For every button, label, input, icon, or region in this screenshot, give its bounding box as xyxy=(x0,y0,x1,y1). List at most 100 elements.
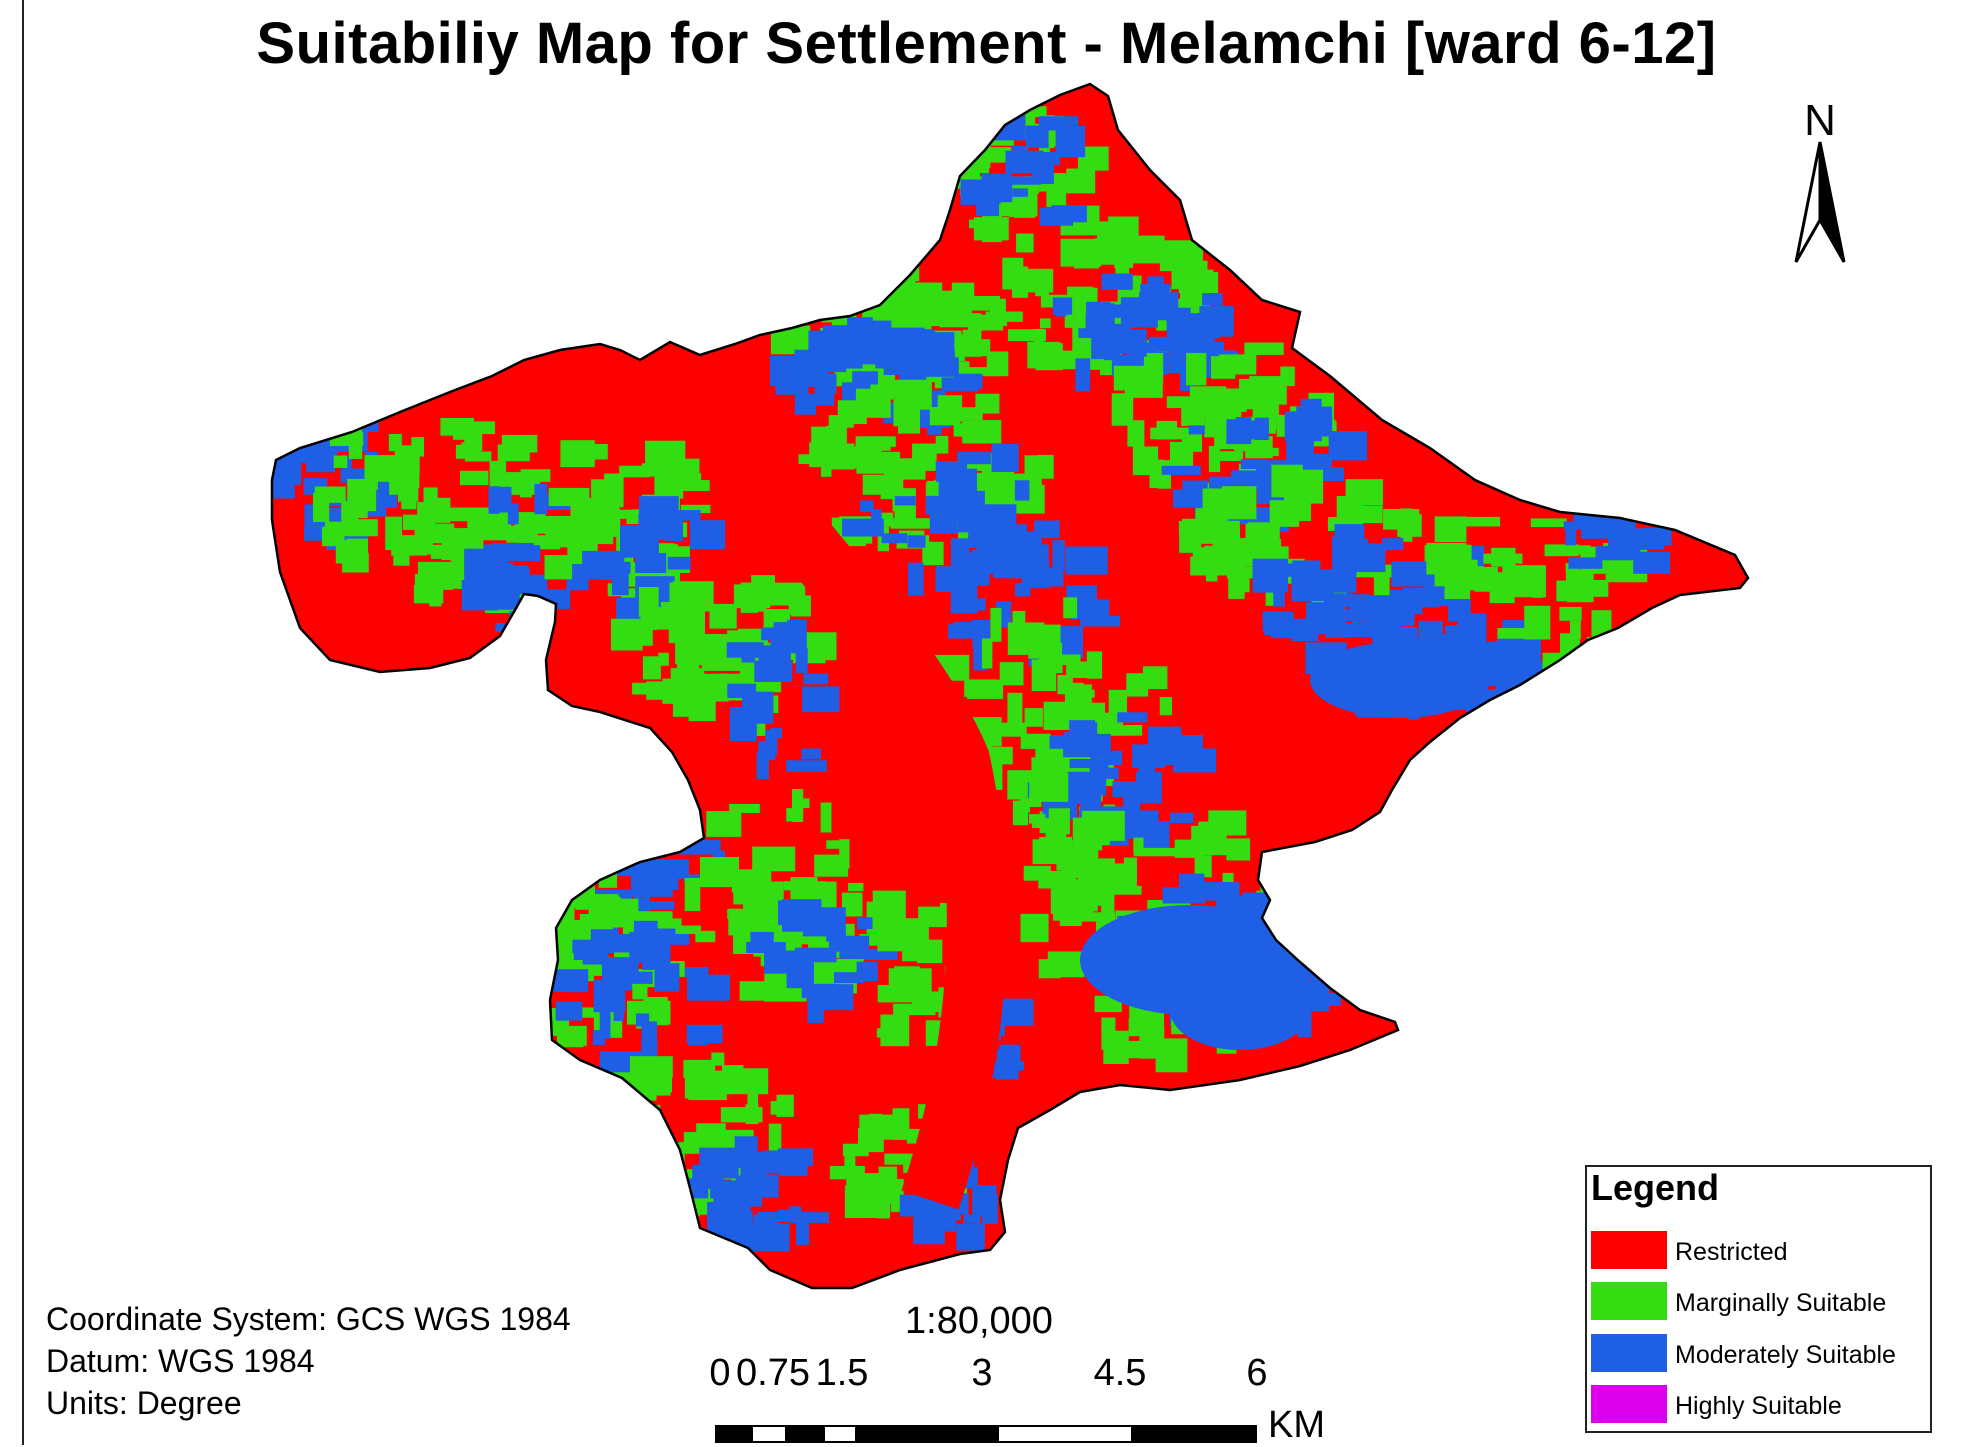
marginally-suitable-patch xyxy=(1031,659,1057,691)
moderately-suitable-patch xyxy=(1135,771,1162,804)
moderately-suitable-patch xyxy=(1262,611,1293,631)
moderately-suitable-patch xyxy=(1065,546,1108,575)
moderately-suitable-patch xyxy=(646,859,689,879)
marginally-suitable-patch xyxy=(460,470,489,486)
marginally-suitable-patch xyxy=(1066,661,1088,678)
moderately-suitable-patch xyxy=(803,673,829,685)
moderately-suitable-patch xyxy=(1157,746,1196,765)
marginally-suitable-patch xyxy=(660,1147,679,1175)
marginally-suitable-patch xyxy=(894,966,920,989)
moderately-suitable-patch xyxy=(899,1194,933,1217)
moderately-suitable-patch xyxy=(501,545,541,561)
moderately-suitable-patch xyxy=(1103,303,1115,331)
moderately-suitable-patch xyxy=(741,649,755,663)
marginally-suitable-patch xyxy=(1132,446,1159,476)
marginally-suitable-patch xyxy=(969,313,982,345)
marginally-suitable-patch xyxy=(1497,628,1538,639)
marginally-suitable-patch xyxy=(1020,733,1051,749)
marginally-suitable-patch xyxy=(348,507,368,519)
moderately-suitable-patch xyxy=(648,816,684,840)
moderately-suitable-patch xyxy=(1162,887,1206,904)
marginally-suitable-patch xyxy=(637,1144,656,1162)
north-arrow-icon xyxy=(1794,141,1846,263)
legend-item-moderately-suitable: Moderately Suitable xyxy=(1587,1334,1930,1374)
marginally-suitable-patch xyxy=(1247,522,1275,544)
marginally-suitable-patch xyxy=(843,1143,869,1157)
marginally-suitable-patch xyxy=(890,1201,902,1212)
marginally-suitable-patch xyxy=(990,111,1010,122)
moderately-suitable-patch xyxy=(1235,417,1252,429)
marginally-suitable-patch xyxy=(1037,454,1054,479)
moderately-suitable-patch xyxy=(757,1212,779,1227)
moderately-suitable-patch xyxy=(1281,912,1306,922)
marginally-suitable-patch xyxy=(1166,396,1196,409)
legend-swatch xyxy=(1591,1282,1667,1320)
moderately-suitable-patch xyxy=(935,461,968,482)
marginally-suitable-patch xyxy=(417,561,454,590)
marginally-suitable-patch xyxy=(831,300,849,328)
moderately-suitable-patch xyxy=(1565,525,1577,546)
marginally-suitable-patch xyxy=(1202,488,1226,513)
moderately-suitable-patch xyxy=(834,972,865,984)
moderately-suitable-patch xyxy=(1188,425,1205,435)
moderately-suitable-patch xyxy=(778,1155,808,1177)
marginally-suitable-patch xyxy=(632,682,656,695)
marginally-suitable-patch xyxy=(1007,692,1023,723)
marginally-suitable-patch xyxy=(1226,838,1251,861)
marginally-suitable-patch xyxy=(747,592,767,612)
moderately-suitable-patch xyxy=(1075,358,1091,392)
marginally-suitable-patch xyxy=(884,1153,915,1165)
marginally-suitable-patch xyxy=(729,804,760,813)
marginally-suitable-patch xyxy=(798,454,842,464)
marginally-suitable-patch xyxy=(1027,341,1060,369)
marginally-suitable-patch xyxy=(423,487,438,519)
moderately-suitable-patch xyxy=(1012,146,1029,155)
marginally-suitable-patch xyxy=(930,152,956,171)
marginally-suitable-patch xyxy=(614,1130,653,1146)
moderately-suitable-patch xyxy=(764,950,808,974)
marginally-suitable-patch xyxy=(1096,921,1107,933)
marginally-suitable-patch xyxy=(1453,580,1495,591)
moderately-suitable-patch xyxy=(1168,348,1181,374)
marginally-suitable-patch xyxy=(521,927,553,944)
marginally-suitable-patch xyxy=(544,555,573,580)
marginally-suitable-patch xyxy=(321,526,343,547)
moderately-suitable-patch xyxy=(938,481,970,508)
scale-label-3: 3 xyxy=(971,1352,993,1394)
marginally-suitable-patch xyxy=(575,521,614,545)
moderately-suitable-patch xyxy=(509,611,552,623)
marginally-suitable-patch xyxy=(683,1059,716,1078)
marginally-suitable-patch xyxy=(869,451,900,467)
moderately-suitable-patch xyxy=(272,445,300,466)
marginally-suitable-patch xyxy=(957,459,994,471)
marginally-suitable-patch xyxy=(1107,725,1143,736)
marginally-suitable-patch xyxy=(1544,544,1579,557)
marginally-suitable-patch xyxy=(1057,675,1073,695)
marginally-suitable-patch xyxy=(859,934,880,946)
marginally-suitable-patch xyxy=(1316,871,1331,890)
scale-bar-segment xyxy=(823,1425,857,1443)
moderately-suitable-patch xyxy=(273,436,285,453)
moderately-suitable-patch xyxy=(1284,896,1308,921)
moderately-suitable-patch xyxy=(534,484,548,515)
legend-swatch xyxy=(1591,1385,1667,1423)
marginally-suitable-patch xyxy=(770,1101,791,1115)
marginally-suitable-patch xyxy=(1208,446,1221,473)
moderately-suitable-patch xyxy=(1170,970,1310,1050)
moderately-suitable-patch xyxy=(993,567,1036,579)
marginally-suitable-patch xyxy=(855,388,891,418)
moderately-suitable-patch xyxy=(788,1206,802,1218)
study-area-boundary xyxy=(270,82,1750,1290)
moderately-suitable-patch xyxy=(1633,551,1671,574)
marginally-suitable-patch xyxy=(1073,912,1115,922)
moderately-suitable-patch xyxy=(667,556,691,570)
moderately-suitable-patch xyxy=(990,526,1016,537)
moderately-suitable-patch xyxy=(976,191,1000,217)
moderately-suitable-patch xyxy=(582,550,625,580)
moderately-suitable-patch xyxy=(1212,882,1234,891)
marginally-suitable-patch xyxy=(614,509,636,519)
marginally-suitable-patch xyxy=(470,421,495,435)
marginally-suitable-patch xyxy=(598,898,639,928)
moderately-suitable-patch xyxy=(957,502,979,533)
marginally-suitable-patch xyxy=(1300,859,1313,882)
